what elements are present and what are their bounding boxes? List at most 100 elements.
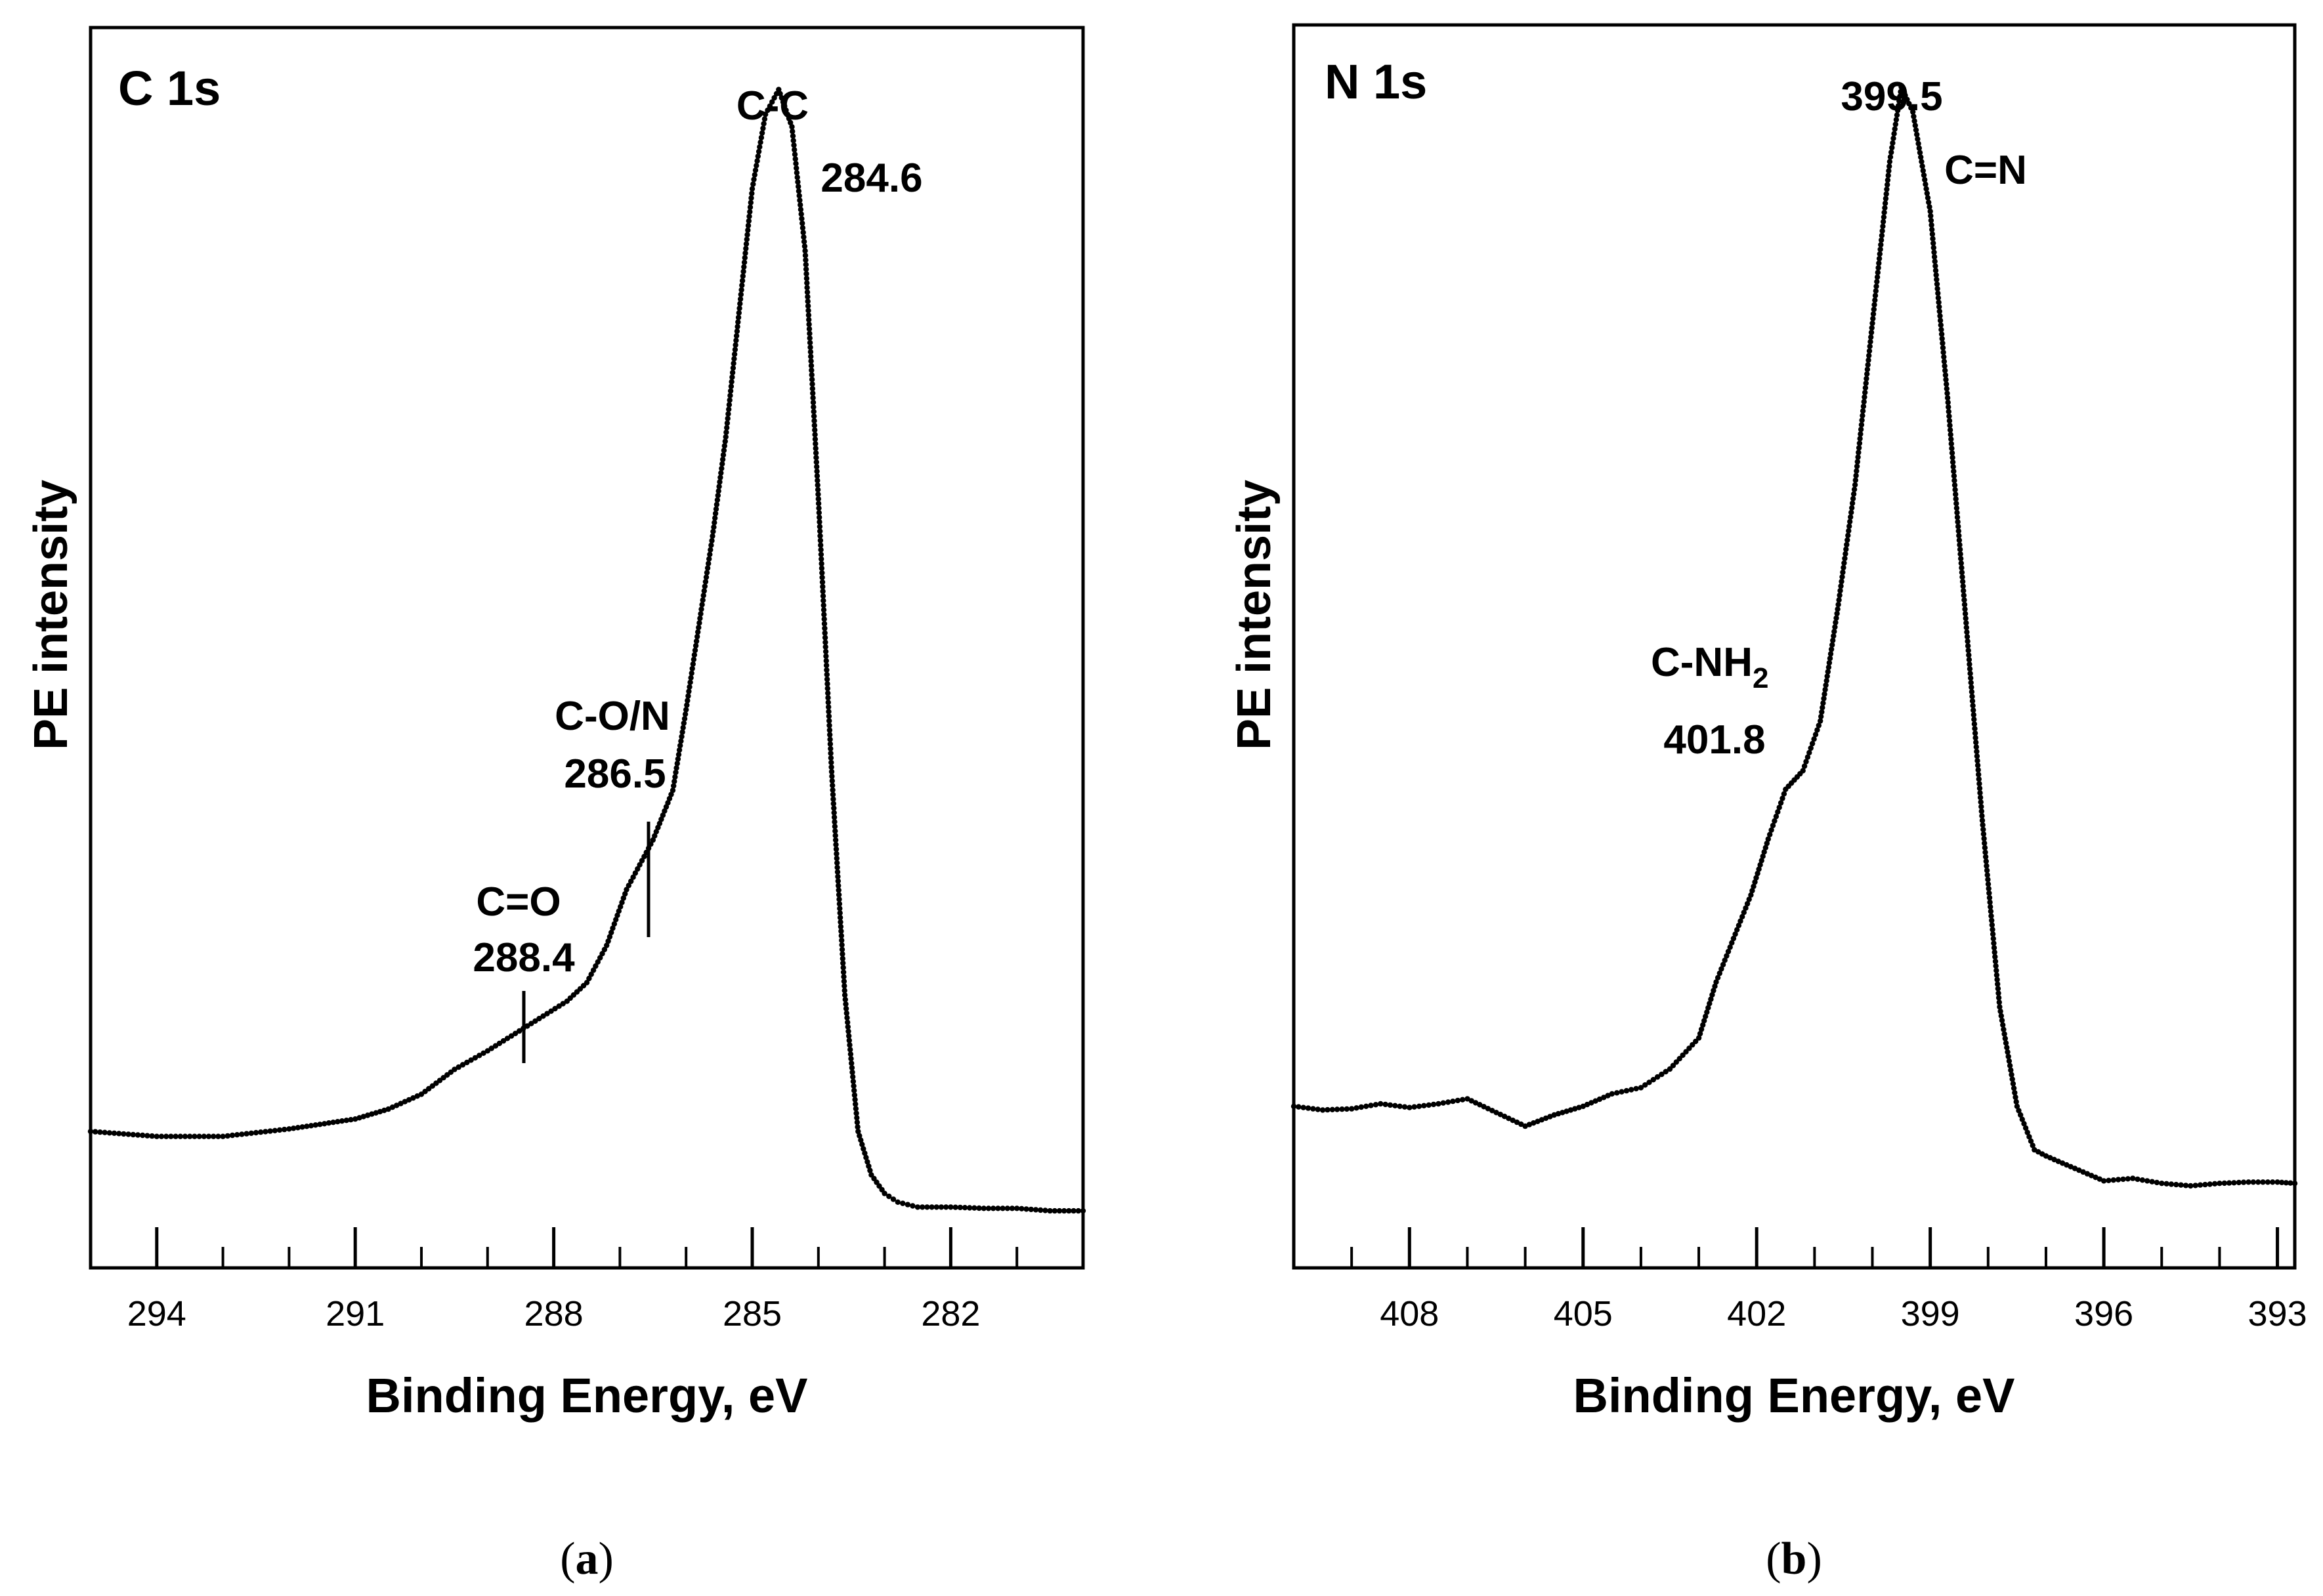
data-point [719,465,725,471]
data-point [701,588,708,594]
data-point [1973,744,1979,750]
data-point [788,119,794,126]
data-point [1729,940,1735,946]
data-point [504,1036,511,1041]
data-point [1982,845,1988,850]
data-point [624,887,629,892]
data-point [805,312,812,318]
data-point [1931,249,1937,255]
data-point [360,1114,366,1120]
data-point [1951,469,1957,474]
data-point [714,501,720,507]
data-point [1976,776,1982,782]
data-point [343,1118,349,1124]
data-point [1833,620,1839,625]
data-point [1831,633,1837,639]
data-point [1832,624,1838,630]
data-point [938,1204,945,1210]
data-point [1874,274,1881,280]
data-point [840,969,847,975]
data-point [1875,264,1881,271]
data-point [1943,377,1949,383]
data-point [1052,1208,1058,1214]
data-point [1967,670,1973,677]
data-point [708,542,714,548]
data-point [1877,246,1883,253]
data-point [822,635,828,640]
data-point [720,452,727,458]
data-point [1885,173,1891,178]
data-point [749,190,755,196]
data-point [1892,121,1898,127]
data-point [2084,1171,2091,1177]
data-point [791,142,797,148]
data-point [803,276,810,282]
data-point [1941,354,1947,360]
data-point [1993,972,2000,978]
data-point [1392,1102,1398,1109]
data-point [1959,574,1965,580]
data-point [825,690,831,696]
data-point [825,700,832,705]
data-point [971,1205,977,1211]
data-point [1887,154,1894,160]
data-point [818,542,824,548]
data-point [1358,1104,1364,1110]
data-point [1996,999,2002,1005]
data-point [825,695,831,701]
data-point [1715,975,1721,981]
data-point [1716,970,1722,976]
data-point [1407,1104,1413,1110]
data-point [855,1128,861,1135]
data-point [1980,822,1986,828]
data-point [713,506,719,512]
data-point [1974,753,1980,759]
data-point [832,828,838,834]
data-point [626,883,631,889]
data-point [1894,112,1900,118]
data-point [836,892,842,898]
data-point [948,1204,954,1210]
data-point [665,800,671,806]
data-point [1922,177,1928,183]
data-point [267,1128,273,1134]
data-point [348,1117,354,1123]
data-point [1911,118,1917,124]
data-point [2106,1177,2112,1184]
data-point [1489,1108,1495,1114]
data-point [604,942,610,948]
data-point [1768,827,1774,833]
data-point [2100,1178,2107,1184]
data-point [312,1122,318,1128]
data-point [106,1130,112,1136]
data-point [727,397,733,403]
data-point [1707,1001,1713,1007]
annotation-cnh2-label: C-NH2 [1651,640,1768,694]
data-point [2005,1053,2011,1060]
data-point [1829,642,1835,648]
data-point [1977,790,1983,796]
data-point [681,716,688,722]
data-point [739,278,746,284]
data-point [1564,1108,1569,1114]
data-point [1961,597,1967,603]
data-point [2010,1081,2016,1087]
data-point [1411,1104,1417,1110]
data-point [1426,1102,1432,1108]
data-point [1880,223,1886,229]
data-point [1959,570,1965,576]
data-point [831,814,838,820]
data-point [1023,1206,1029,1212]
data-point [1056,1208,1063,1214]
data-point [2019,1116,2025,1122]
data-point [1849,500,1856,506]
data-point [1872,297,1878,303]
data-point [2018,1112,2024,1118]
data-point [2097,1176,2102,1182]
data-point [1886,168,1892,174]
data-point [827,741,834,747]
data-point [116,1131,122,1137]
data-point [1883,196,1889,201]
annotation-co-label: C=O [476,879,561,925]
